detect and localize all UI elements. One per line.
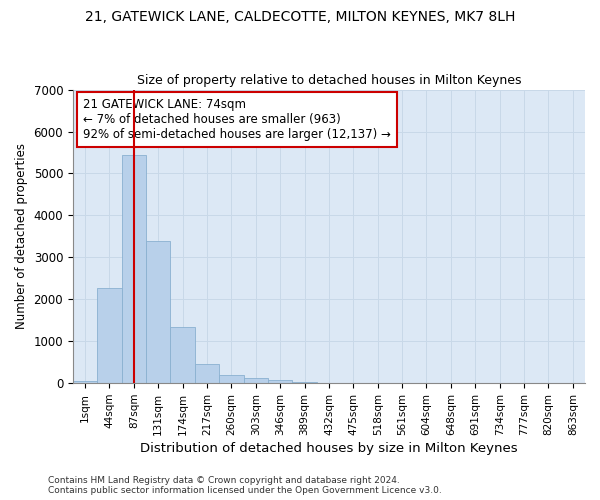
Bar (268, 380, 292, 383)
Text: Contains HM Land Registry data © Crown copyright and database right 2024.
Contai: Contains HM Land Registry data © Crown c… (48, 476, 442, 495)
Bar (219, 375, 244, 383)
Text: 21, GATEWICK LANE, CALDECOTTE, MILTON KEYNES, MK7 8LH: 21, GATEWICK LANE, CALDECOTTE, MILTON KE… (85, 10, 515, 24)
Bar (170, 326, 195, 383)
X-axis label: Distribution of detached houses by size in Milton Keynes: Distribution of detached houses by size … (140, 442, 518, 455)
Bar (195, 364, 219, 383)
Bar (244, 378, 268, 383)
Text: 21 GATEWICK LANE: 74sqm
← 7% of detached houses are smaller (963)
92% of semi-de: 21 GATEWICK LANE: 74sqm ← 7% of detached… (83, 98, 391, 142)
Bar (122, 154, 146, 383)
Bar (146, 242, 170, 383)
Bar (73, 380, 97, 383)
Y-axis label: Number of detached properties: Number of detached properties (15, 144, 28, 330)
Bar (292, 382, 317, 383)
Title: Size of property relative to detached houses in Milton Keynes: Size of property relative to detached ho… (137, 74, 521, 87)
Bar (97, 288, 122, 383)
